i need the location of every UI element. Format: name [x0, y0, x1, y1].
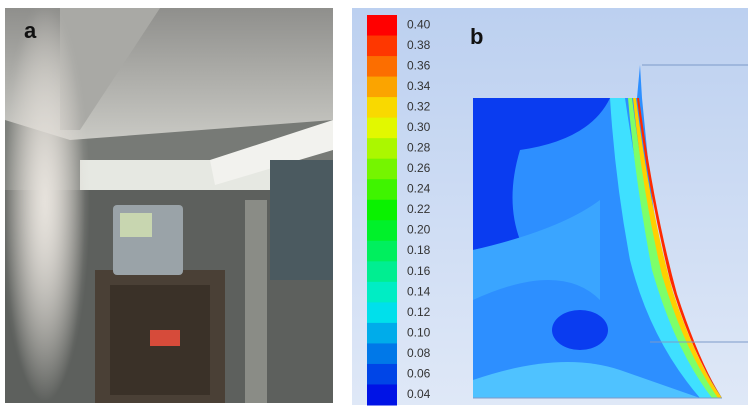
colorbar-swatch — [367, 261, 397, 283]
colorbar-label: 0.26 — [407, 161, 431, 175]
colorbar-swatch — [367, 281, 397, 303]
colorbar-swatch — [367, 322, 397, 344]
colorbar-swatch — [367, 76, 397, 98]
colorbar-swatch — [367, 179, 397, 201]
colorbar-swatch — [367, 158, 397, 180]
colorbar-label: 0.24 — [407, 182, 431, 196]
colorbar-swatch — [367, 15, 397, 37]
colorbar-label: 0.14 — [407, 284, 431, 298]
colorbar-swatch — [367, 343, 397, 365]
colorbar-label: 0.32 — [407, 100, 431, 114]
colorbar-label: 0.04 — [407, 387, 431, 401]
colorbar: 0.40 0.38 0.36 0.34 0.32 0.30 0.28 0.26 0.24 0.22… — [367, 15, 431, 406]
colorbar-swatch — [367, 138, 397, 160]
colorbar-swatch — [367, 240, 397, 262]
photo — [5, 8, 333, 403]
colorbar-label: 0.40 — [407, 17, 431, 31]
colorbar-label: 0.22 — [407, 202, 431, 216]
colorbar-swatch — [367, 56, 397, 78]
colorbar-swatch — [367, 117, 397, 139]
colorbar-label: 0.30 — [407, 120, 431, 134]
colorbar-swatch — [367, 384, 397, 406]
colorbar-label: 0.10 — [407, 325, 431, 339]
panel-label: a — [24, 18, 37, 43]
colorbar-label: 0.06 — [407, 366, 431, 380]
panel-label: b — [470, 24, 483, 49]
colorbar-label: 0.38 — [407, 38, 431, 52]
colorbar-label: 0.34 — [407, 79, 431, 93]
colorbar-label: 0.28 — [407, 141, 431, 155]
colorbar-swatch — [367, 199, 397, 221]
colorbar-swatch — [367, 35, 397, 57]
colorbar-swatch — [367, 220, 397, 242]
colorbar-swatch — [367, 363, 397, 385]
colorbar-label: 0.08 — [407, 346, 431, 360]
contour-plot — [473, 64, 748, 399]
colorbar-label: 0.12 — [407, 305, 431, 319]
colorbar-swatch — [367, 97, 397, 119]
colorbar-label: 0.18 — [407, 243, 431, 257]
colorbar-swatch — [367, 302, 397, 324]
colorbar-label: 0.36 — [407, 58, 431, 72]
colorbar-label: 0.16 — [407, 264, 431, 278]
colorbar-label: 0.20 — [407, 223, 431, 237]
